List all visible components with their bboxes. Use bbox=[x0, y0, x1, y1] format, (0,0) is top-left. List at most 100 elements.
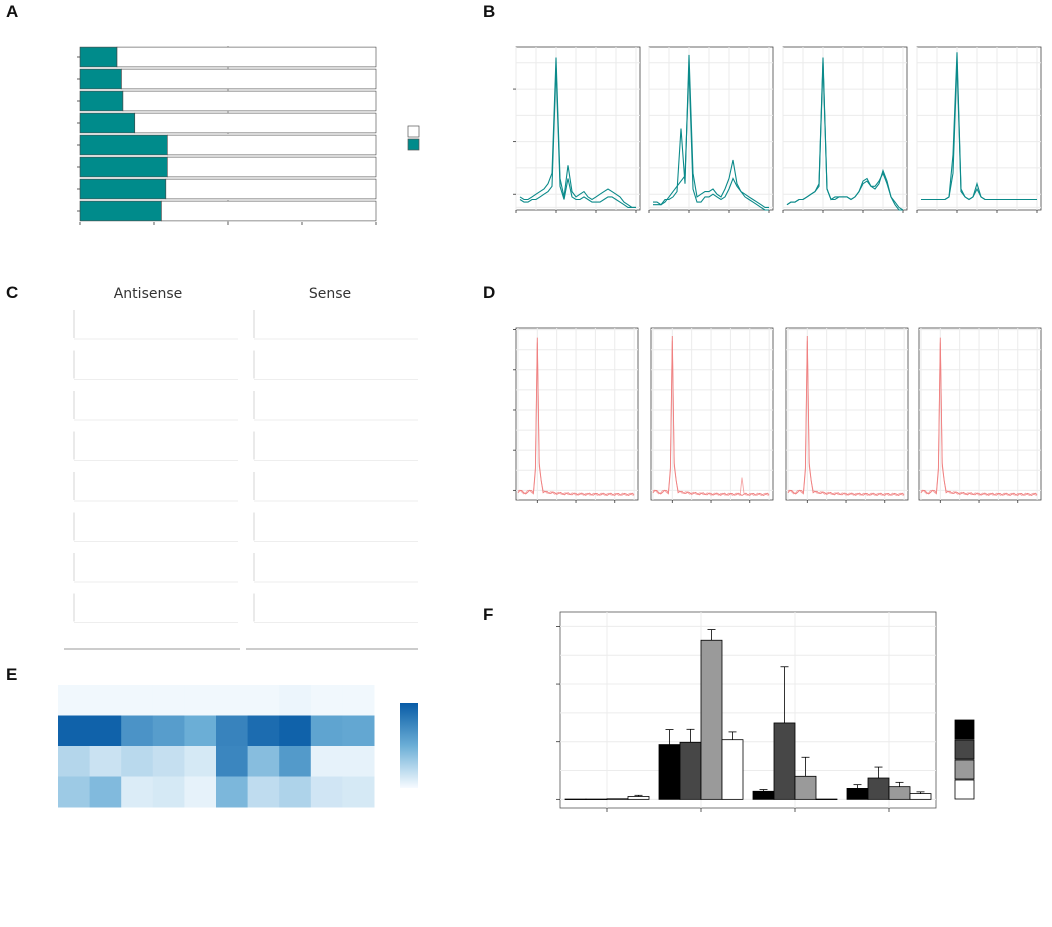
heatmap-cell bbox=[279, 776, 312, 808]
heatmap-cell bbox=[58, 776, 91, 808]
logo-column-title-antisense: Antisense bbox=[114, 286, 183, 302]
heatmap-cell bbox=[121, 685, 154, 716]
heatmap-cell bbox=[58, 715, 91, 747]
bar-egg-Rp-ago3 bbox=[867, 777, 890, 800]
series-line-rep2 bbox=[653, 67, 769, 211]
heatmap-cell bbox=[121, 746, 154, 777]
facet-egg bbox=[650, 327, 774, 503]
series-line-rep2 bbox=[920, 342, 1038, 497]
heatmap-cell bbox=[216, 685, 249, 716]
facet-frame bbox=[650, 327, 774, 501]
heatmap-cell bbox=[216, 715, 249, 747]
bar-unpaired-pvs1 bbox=[116, 46, 377, 68]
facet-frame bbox=[918, 327, 1042, 501]
legend-swatch-emb bbox=[954, 759, 975, 780]
panel-label-c: C bbox=[6, 283, 18, 302]
bar-nym-Rp-piwi1 bbox=[627, 796, 650, 800]
panel-a-paired-bar-chart bbox=[77, 46, 420, 225]
facet-frame bbox=[515, 46, 641, 211]
panel-label-a: A bbox=[6, 2, 18, 21]
heatmap-cell bbox=[184, 776, 217, 808]
series-line-rep2 bbox=[921, 62, 1037, 201]
panel-f-fold-change-bar-chart bbox=[556, 611, 975, 812]
series-line-rep1 bbox=[787, 335, 905, 497]
series-line-rep2 bbox=[787, 340, 905, 497]
heatmap-cell bbox=[121, 715, 154, 747]
series-line-rep2 bbox=[519, 67, 636, 208]
facet-frame bbox=[648, 46, 774, 211]
series-line-rep2 bbox=[786, 62, 903, 211]
heatmap-cell bbox=[342, 746, 375, 777]
heatmap-cell bbox=[121, 776, 154, 808]
plot-frame bbox=[559, 611, 937, 809]
bar-paired-egg1 bbox=[79, 90, 124, 112]
heatmap-cell bbox=[279, 715, 312, 747]
heatmap-cell bbox=[247, 776, 280, 808]
series-line-rep2 bbox=[517, 342, 635, 497]
bar-paired-emb2 bbox=[79, 156, 168, 178]
heatmap-cell bbox=[184, 685, 217, 716]
bar-unpaired-pvs2 bbox=[121, 68, 377, 90]
bar-unpaired-emb2 bbox=[167, 156, 377, 178]
bar-unpaired-nym2 bbox=[161, 200, 377, 222]
facet-nym bbox=[916, 46, 1042, 213]
bar-paired-emb1 bbox=[79, 134, 168, 156]
legend-swatch-pvs bbox=[954, 719, 975, 740]
heatmap-cell bbox=[184, 715, 217, 747]
facet-frame bbox=[515, 327, 639, 501]
legend-swatch-paired bbox=[407, 138, 420, 151]
logo-column-title-sense: Sense bbox=[309, 286, 351, 302]
bar-emb-Rp-piwi2 bbox=[700, 639, 723, 800]
heatmap-cell bbox=[89, 776, 122, 808]
facet-emb bbox=[785, 327, 909, 503]
heatmap-cell bbox=[310, 776, 343, 808]
heatmap-cell bbox=[310, 746, 343, 777]
panel-e-expression-heatmap bbox=[58, 685, 418, 808]
bar-paired-nym2 bbox=[79, 200, 162, 222]
facet-nym bbox=[918, 327, 1042, 503]
panel-d-distance-zscore-chart bbox=[513, 327, 1042, 503]
bar-paired-pvs2 bbox=[79, 68, 122, 90]
facet-emb bbox=[782, 46, 908, 213]
heatmap-cell bbox=[310, 685, 343, 716]
heatmap-cell bbox=[58, 746, 91, 777]
heatmap-cell bbox=[247, 685, 280, 716]
heatmap-cell bbox=[89, 685, 122, 716]
panel-label-f: F bbox=[483, 605, 493, 624]
bar-paired-nym1 bbox=[79, 178, 167, 200]
facet-egg bbox=[648, 46, 774, 213]
series-line-rep1 bbox=[652, 335, 770, 497]
heatmap-cell bbox=[342, 776, 375, 808]
bar-emb-Rp-ago3 bbox=[888, 786, 911, 800]
heatmap-cell bbox=[152, 746, 185, 777]
facet-pvs bbox=[513, 46, 641, 213]
series-line-rep1 bbox=[653, 54, 769, 208]
bar-emb-Rp-piwi3 bbox=[794, 775, 817, 800]
heatmap-cell bbox=[89, 715, 122, 747]
bar-egg-Rp-piwi3 bbox=[773, 722, 796, 800]
heatmap-cell bbox=[184, 746, 217, 777]
heatmap-cell bbox=[279, 746, 312, 777]
heatmap-cell bbox=[216, 776, 249, 808]
facet-frame bbox=[785, 327, 909, 501]
bar-unpaired-nym1 bbox=[165, 178, 377, 200]
heatmap-cell bbox=[152, 685, 185, 716]
panel-label-e: E bbox=[6, 665, 17, 684]
series-line-rep1 bbox=[517, 337, 635, 497]
bar-unpaired-emb1 bbox=[167, 134, 377, 156]
panel-c-sequence-logos: Antisense Sense bbox=[64, 286, 418, 650]
heatmap-cell bbox=[247, 715, 280, 747]
heatmap-cell bbox=[216, 746, 249, 777]
heatmap-cell bbox=[310, 715, 343, 747]
heatmap-cell bbox=[279, 685, 312, 716]
series-line-rep2 bbox=[652, 340, 770, 497]
heatmap-cell bbox=[342, 715, 375, 747]
panel-b-overlap-zscore-chart bbox=[513, 46, 1042, 213]
bar-egg-Rp-piwi2 bbox=[679, 741, 702, 800]
series-line-rep1 bbox=[920, 337, 1038, 497]
bar-nym-Rp-piwi3 bbox=[815, 798, 838, 800]
heatmap-cell bbox=[342, 685, 375, 716]
bar-egg-Rp-piwi1 bbox=[585, 798, 608, 800]
panel-label-d: D bbox=[483, 283, 495, 302]
